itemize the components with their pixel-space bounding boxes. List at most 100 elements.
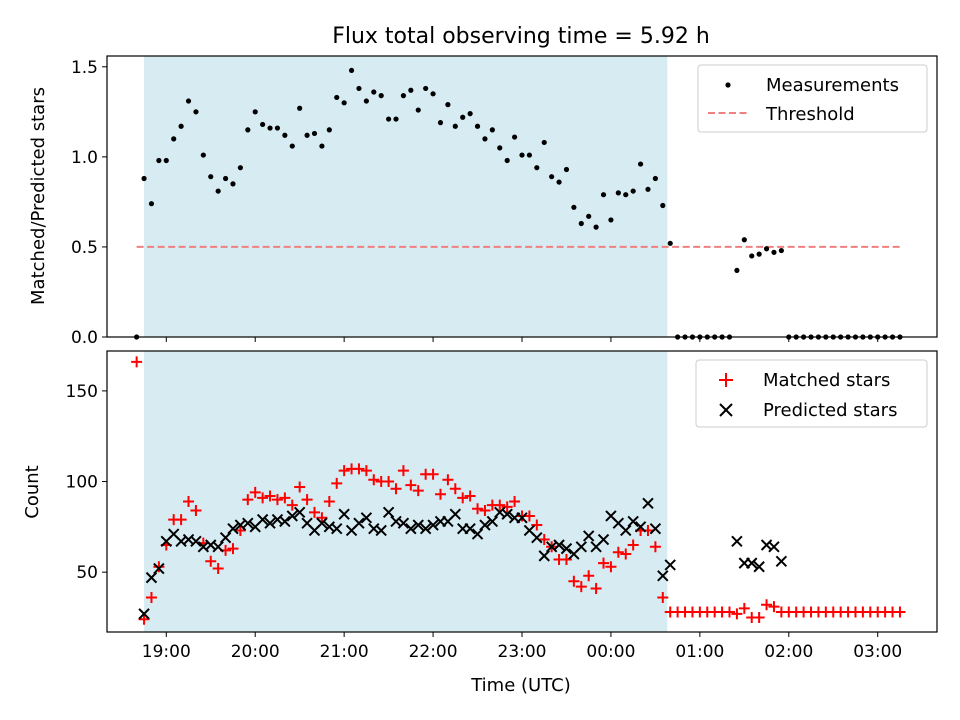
predicted-star-point [627, 515, 639, 528]
matched-star-point [405, 479, 417, 491]
measurement-point [623, 192, 629, 198]
measurement-point [460, 114, 466, 120]
matched-star-point [768, 601, 780, 613]
predicted-star-point [538, 550, 550, 562]
bottom-y-axis-label: Count [22, 465, 43, 518]
x-axis-label: Time (UTC) [470, 675, 571, 696]
observing-window-bottom [144, 351, 668, 632]
predicted-star-point [479, 519, 491, 531]
matched-star-point [761, 599, 773, 611]
measurement-point [445, 102, 451, 108]
matched-star-point [397, 465, 409, 477]
x-tick-label: 19:00 [142, 642, 191, 662]
matched-star-point [249, 486, 261, 498]
measurement-point [163, 157, 169, 164]
measurement-point [452, 123, 458, 129]
x-tick-label: 22:00 [409, 642, 458, 662]
measurement-point [267, 125, 273, 131]
matched-star-point [309, 506, 320, 518]
matched-star-point [657, 592, 669, 604]
measurement-point [230, 181, 236, 187]
bottom-axes-frame [106, 350, 938, 633]
measurement-point [371, 89, 377, 95]
predicted-star-point [331, 522, 343, 535]
measurement-point [193, 109, 199, 115]
measurement-point [608, 217, 614, 223]
matched-star-point [383, 476, 395, 488]
y-tick-label: 1.0 [71, 148, 98, 168]
measurement-point [297, 105, 303, 111]
matched-star-point [724, 606, 735, 618]
matched-star-point [279, 492, 291, 504]
top-x-ticks [165, 337, 879, 342]
top-y-axis-label: Matched/Predicted stars [28, 87, 49, 305]
legend-threshold-label: Threshold [765, 104, 855, 125]
x-tick-label: 03:00 [853, 642, 902, 662]
bottom-x-ticks: 19:00 20:00 21:00 22:00 23:00 00:00 01:00 02:00… [142, 632, 902, 662]
bottom-legend: Matched stars Predicted stars [695, 359, 928, 428]
matched-star-point [131, 356, 143, 368]
predicted-star-point [190, 535, 202, 548]
matched-star-point [271, 494, 283, 506]
y-tick-label: 100 [66, 473, 98, 493]
measurement-point [141, 175, 147, 182]
observing-window-top [144, 56, 668, 337]
predicted-star-point [286, 510, 298, 522]
matched-star-point [894, 606, 906, 618]
matched-star-point [523, 510, 535, 522]
measurement-point [334, 94, 340, 101]
x-tick-label: 01:00 [675, 642, 724, 662]
measurement-point [171, 136, 177, 142]
top-y-ticks: 0.0 0.5 1.0 1.5 [71, 58, 107, 348]
measurement-point [652, 175, 658, 182]
matched-star-point [649, 541, 661, 553]
predicted-star-point [412, 519, 424, 531]
predicted-star-point [219, 532, 232, 544]
measurement-point [741, 237, 747, 243]
measurement-point [600, 192, 607, 198]
measurement-point [282, 132, 288, 138]
matched-star-point [353, 463, 365, 475]
legend-predicted-label: Predicted stars [763, 400, 897, 421]
measurement-point [497, 145, 503, 151]
measurement-point [630, 188, 636, 194]
matched-star-point [560, 553, 572, 565]
measurement-point [274, 125, 281, 131]
matched-star-point [190, 505, 202, 517]
measurement-point [563, 166, 570, 173]
measurement-point [571, 204, 577, 210]
matched-star-point [590, 582, 602, 594]
matched-star-point [479, 505, 491, 517]
measurement-point [215, 188, 221, 194]
x-tick-label: 21:00 [320, 642, 369, 662]
measurement-point [356, 85, 362, 92]
predicted-star-point [338, 508, 350, 520]
predicted-star-point [279, 515, 291, 528]
measurement-point [386, 116, 392, 122]
y-tick-label: 0.0 [71, 328, 98, 348]
matched-star-point [434, 488, 446, 500]
matched-star-point [264, 490, 276, 502]
predicted-star-point [405, 522, 417, 535]
predicted-star-point [642, 497, 654, 509]
predicted-star-point [397, 517, 410, 529]
matched-star-point [331, 477, 343, 489]
matched-star-point [390, 483, 402, 495]
legend-predicted-marker [719, 403, 733, 417]
measurement-point [156, 157, 162, 164]
predicted-star-point [516, 512, 528, 524]
measurement-point [541, 139, 547, 146]
predicted-star-point [746, 557, 758, 569]
measurement-point [289, 143, 295, 149]
matched-star-point [449, 483, 461, 495]
measurement-point [222, 175, 229, 182]
x-tick-label: 23:00 [498, 642, 547, 662]
legend-matched-label: Matched stars [763, 370, 890, 391]
predicted-star-point [731, 535, 743, 548]
measurement-point [549, 174, 555, 180]
measurement-point [311, 130, 318, 137]
measurement-point [778, 247, 784, 254]
top-legend-box [697, 64, 928, 133]
measurement-point [667, 240, 673, 246]
predicted-star-point [256, 513, 269, 526]
